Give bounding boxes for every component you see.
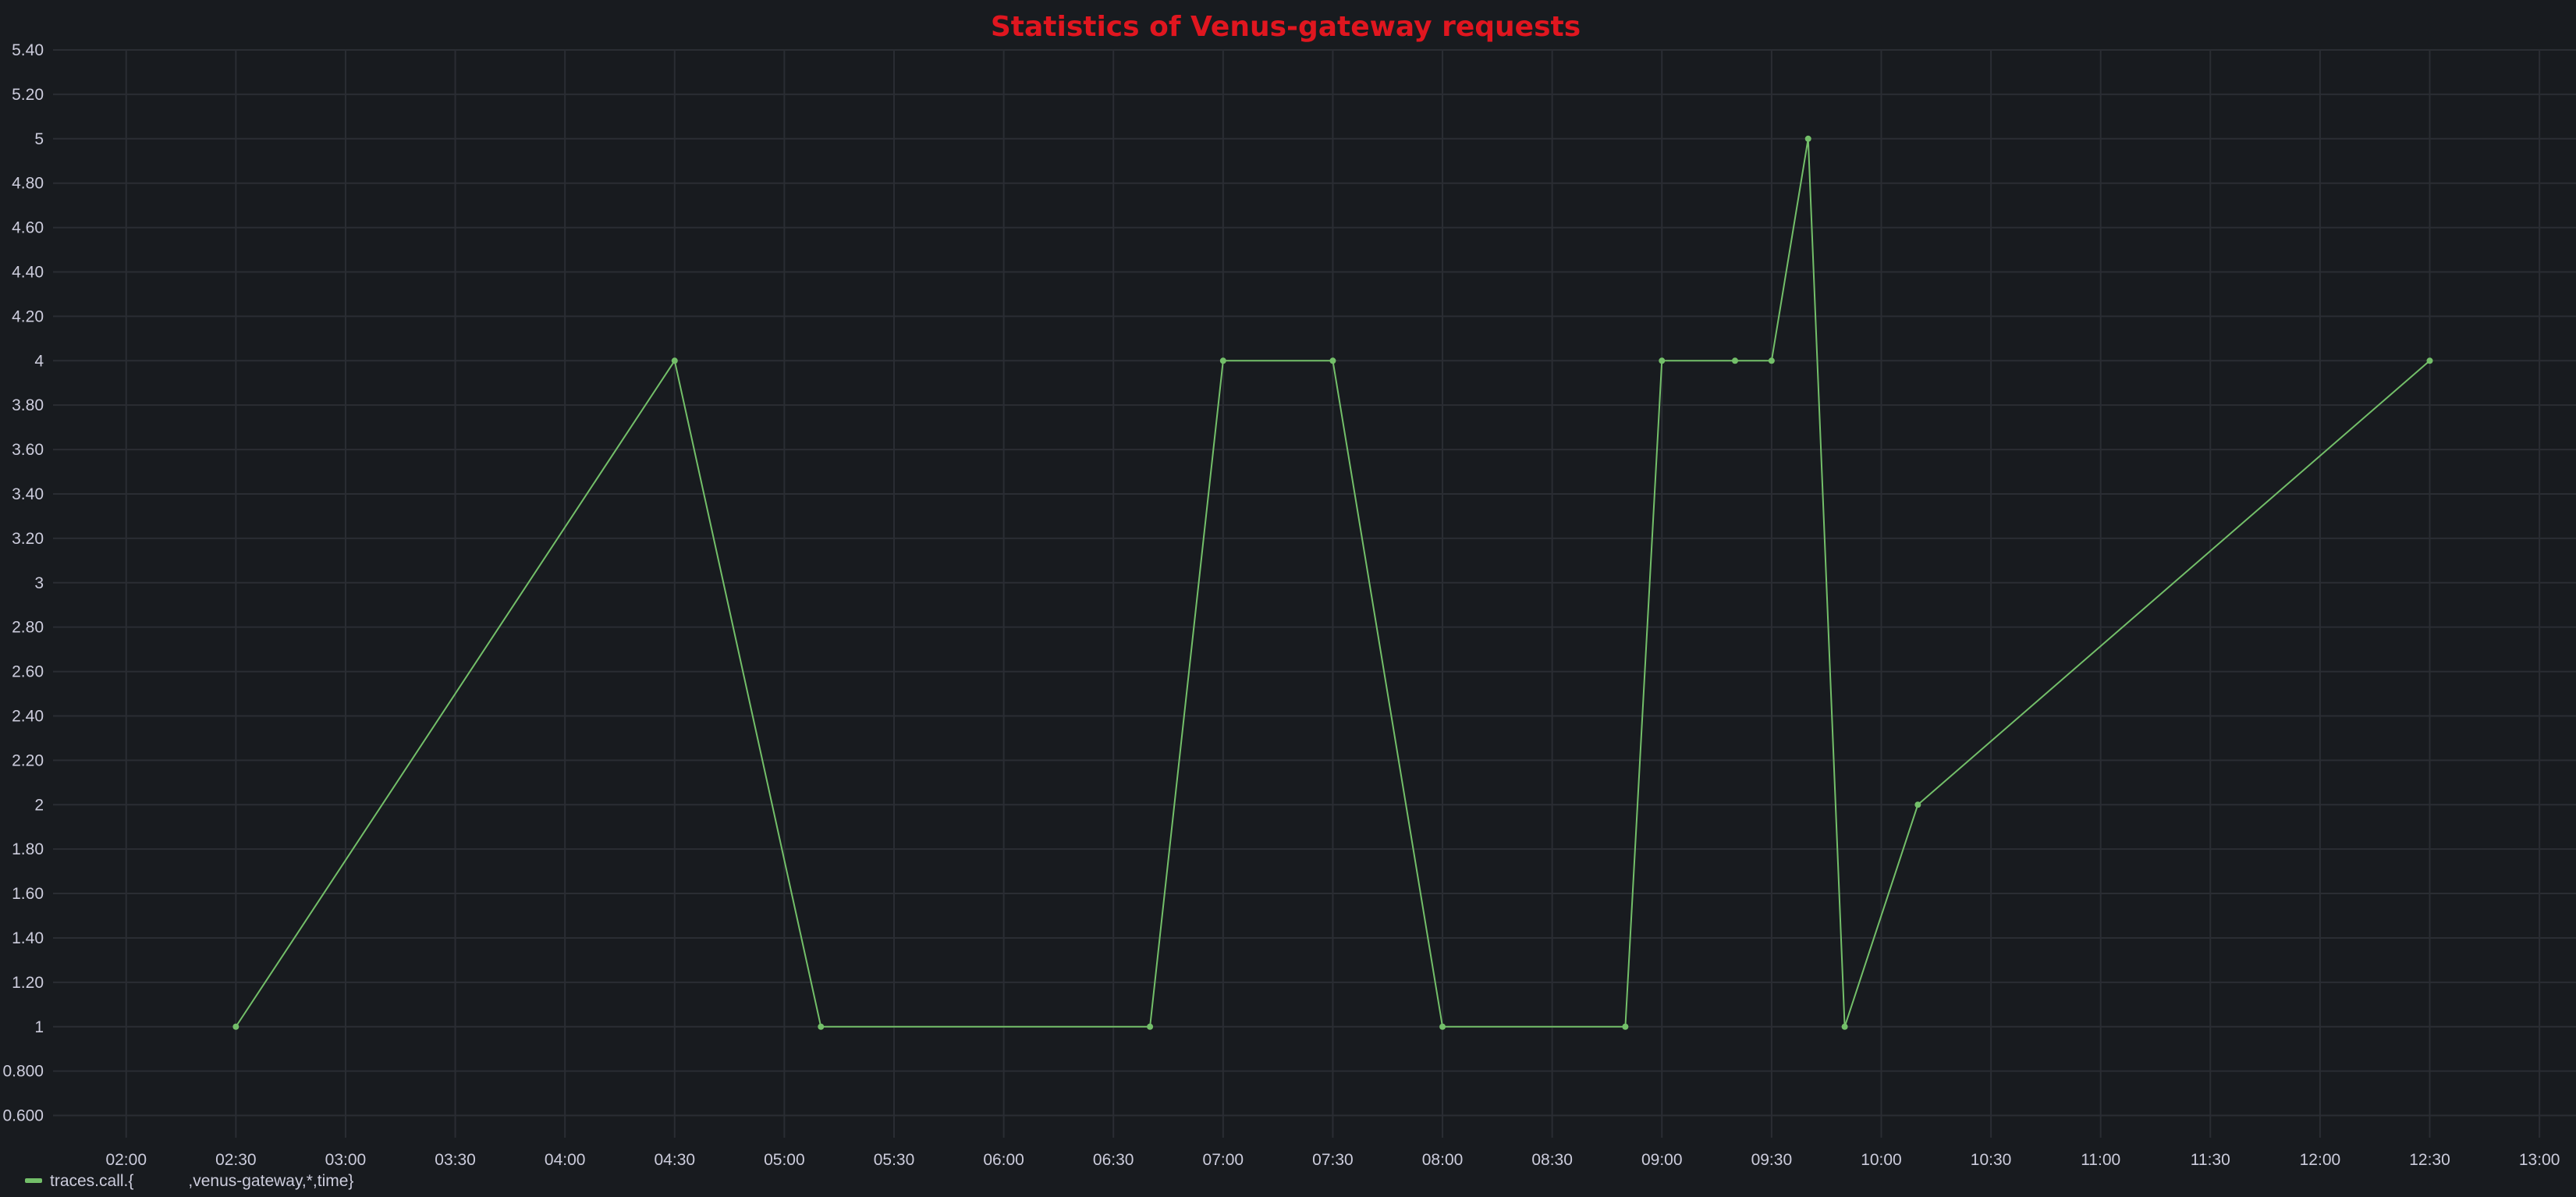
legend-swatch <box>25 1178 42 1183</box>
y-tick-label: 4.80 <box>12 175 44 193</box>
y-tick-label: 5.20 <box>12 86 44 104</box>
legend[interactable]: traces.call.{ ,venus-gateway,*,time} <box>25 1172 353 1190</box>
x-tick-label: 10:30 <box>1971 1151 2012 1169</box>
data-point[interactable] <box>671 357 678 364</box>
x-tick-label: 07:30 <box>1312 1151 1354 1169</box>
y-tick-label: 0.800 <box>2 1063 44 1081</box>
y-tick-label: 2 <box>34 796 44 814</box>
x-tick-label: 02:30 <box>215 1151 257 1169</box>
x-tick-label: 06:30 <box>1093 1151 1134 1169</box>
y-tick-label: 2.60 <box>12 663 44 681</box>
data-point[interactable] <box>1804 135 1811 142</box>
y-tick-label: 1.40 <box>12 929 44 947</box>
data-point[interactable] <box>1219 357 1226 364</box>
x-tick-label: 05:30 <box>874 1151 915 1169</box>
x-tick-label: 06:00 <box>983 1151 1024 1169</box>
y-tick-label: 1.20 <box>12 974 44 992</box>
x-tick-label: 03:00 <box>325 1151 367 1169</box>
data-point[interactable] <box>1439 1023 1446 1030</box>
y-axis: 0.600 0.800 1 1.20 1.40 1.60 1.80 2 2.20 2.40 2.60… <box>2 41 44 1125</box>
y-tick-label: 1 <box>34 1018 44 1036</box>
y-tick-label: 5.40 <box>12 41 44 59</box>
x-tick-label: 11:00 <box>2081 1151 2120 1169</box>
y-tick-label: 2.20 <box>12 751 44 769</box>
y-tick-label: 4.60 <box>12 219 44 237</box>
data-point[interactable] <box>1622 1023 1629 1030</box>
grid <box>53 49 2576 1138</box>
y-tick-label: 3.60 <box>12 441 44 459</box>
y-tick-label: 0.600 <box>2 1107 44 1125</box>
x-tick-label: 10:00 <box>1861 1151 1902 1169</box>
data-point[interactable] <box>2426 357 2433 364</box>
x-tick-label: 02:00 <box>105 1151 147 1169</box>
x-tick-label: 05:00 <box>764 1151 805 1169</box>
y-tick-label: 4.40 <box>12 263 44 281</box>
chart-title: Statistics of Venus-gateway requests <box>991 11 1581 43</box>
x-tick-label: 08:30 <box>1531 1151 1573 1169</box>
x-axis: 02:00 02:30 03:00 03:30 04:00 04:30 05:00 05:30… <box>105 1151 2560 1169</box>
x-tick-label: 12:00 <box>2300 1151 2341 1169</box>
x-tick-label: 04:00 <box>545 1151 586 1169</box>
x-tick-label: 09:30 <box>1751 1151 1793 1169</box>
y-tick-label: 2.80 <box>12 619 44 637</box>
data-point[interactable] <box>1329 357 1336 364</box>
y-tick-label: 3.20 <box>12 530 44 548</box>
data-point[interactable] <box>232 1023 240 1030</box>
data-point[interactable] <box>1659 357 1666 364</box>
y-tick-label: 4.20 <box>12 307 44 325</box>
data-point[interactable] <box>1914 801 1921 808</box>
data-point[interactable] <box>818 1023 825 1030</box>
x-tick-label: 04:30 <box>655 1151 696 1169</box>
y-tick-label: 3 <box>34 574 44 592</box>
legend-label[interactable]: traces.call.{ ,venus-gateway,*,time} <box>50 1172 353 1190</box>
x-tick-label: 11:30 <box>2191 1151 2230 1169</box>
x-tick-label: 07:00 <box>1203 1151 1244 1169</box>
data-point[interactable] <box>1147 1023 1154 1030</box>
x-tick-label: 13:00 <box>2519 1151 2560 1169</box>
data-point[interactable] <box>1841 1023 1848 1030</box>
y-tick-label: 1.60 <box>12 885 44 903</box>
y-tick-label: 5 <box>34 130 44 148</box>
y-tick-label: 4 <box>34 352 44 370</box>
x-tick-label: 08:00 <box>1422 1151 1464 1169</box>
y-tick-label: 1.80 <box>12 840 44 858</box>
series-layer <box>232 135 2433 1030</box>
x-tick-label: 09:00 <box>1641 1151 1683 1169</box>
y-tick-label: 3.80 <box>12 396 44 414</box>
y-tick-label: 3.40 <box>12 485 44 503</box>
data-point[interactable] <box>1732 357 1738 364</box>
x-tick-label: 12:30 <box>2409 1151 2450 1169</box>
y-tick-label: 2.40 <box>12 707 44 725</box>
data-point[interactable] <box>1768 357 1775 364</box>
x-tick-label: 03:30 <box>435 1151 476 1169</box>
